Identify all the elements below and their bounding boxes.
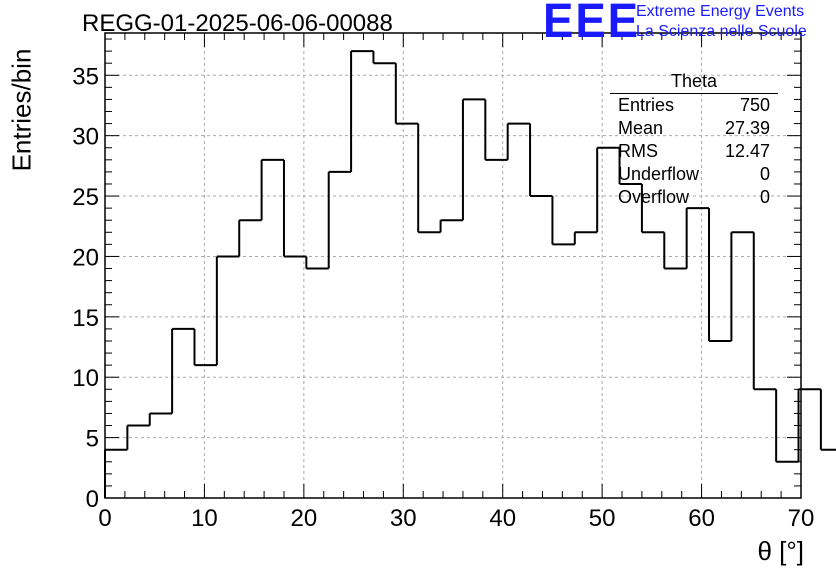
x-tick-label: 60 [688, 505, 715, 532]
x-tick-label: 40 [489, 505, 516, 532]
x-tick-label: 70 [788, 505, 815, 532]
stats-title: Theta [610, 70, 778, 94]
y-tick-label: 25 [72, 184, 99, 211]
stats-value: 0 [759, 187, 770, 207]
stats-box: Theta Entries 750 Mean 27.39 RMS 12.47 U… [610, 70, 778, 209]
stats-label: Underflow [618, 164, 700, 184]
y-tick-label: 0 [86, 486, 99, 513]
stats-value: 0 [759, 164, 770, 184]
y-tick-label: 5 [86, 426, 99, 453]
y-tick-label: 20 [72, 244, 99, 271]
y-tick-label: 15 [72, 305, 99, 332]
stats-label: Entries [618, 95, 675, 115]
stats-row-underflow: Underflow 0 [610, 163, 778, 186]
stats-row-entries: Entries 750 [610, 94, 778, 117]
plot-frame [104, 32, 802, 499]
stats-row-mean: Mean 27.39 [610, 117, 778, 140]
y-tick-label: 35 [72, 63, 99, 90]
stats-label: RMS [618, 141, 658, 161]
x-tick-label: 50 [589, 505, 616, 532]
x-tick-label: 30 [390, 505, 417, 532]
eee-logo: EEE [543, 0, 640, 48]
stats-row-overflow: Overflow 0 [610, 186, 778, 209]
axes: 0 10 20 30 40 50 60 70 0 5 10 15 20 25 30 35 [72, 32, 815, 532]
x-tick-label: 10 [191, 505, 218, 532]
x-tick-label: 0 [98, 505, 111, 532]
stats-value: 27.39 [724, 118, 770, 138]
y-tick-label: 30 [72, 124, 99, 151]
stats-value: 750 [739, 95, 770, 115]
y-tick-label: 10 [72, 365, 99, 392]
stats-label: Mean [618, 118, 664, 138]
y-axis-label: Entries/bin [6, 48, 37, 172]
x-tick-label: 20 [291, 505, 318, 532]
x-axis-label: θ [°] [757, 536, 804, 566]
logo-text-line2: La Scienza nelle Scuole [636, 23, 807, 40]
logo-text-line1: Extreme Energy Events [636, 3, 805, 20]
chart-title: REGG-01-2025-06-06-00088 [82, 10, 393, 37]
stats-label: Overflow [618, 187, 690, 207]
stats-row-rms: RMS 12.47 [610, 140, 778, 163]
stats-value: 12.47 [724, 141, 770, 161]
